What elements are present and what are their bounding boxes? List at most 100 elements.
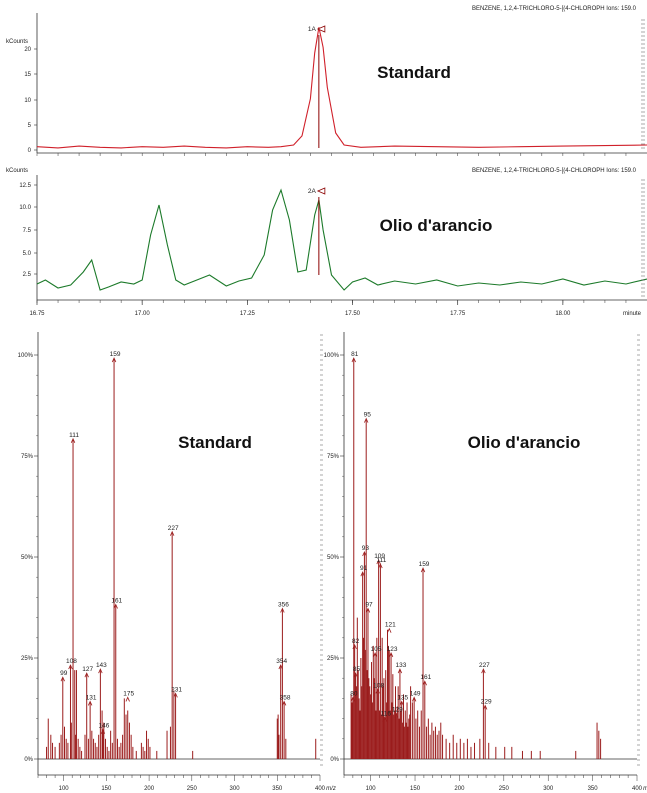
y-tick-label: 10 — [24, 98, 31, 104]
y-tick-label: 75% — [21, 454, 34, 460]
x-tick-label: 350 — [272, 786, 283, 792]
peak-arrow — [169, 530, 175, 536]
y-tick-label: 15 — [24, 72, 31, 78]
x-axis-unit: m/z — [643, 786, 647, 792]
peak-arrow — [364, 417, 369, 423]
peak-label: 123 — [387, 646, 398, 653]
y-tick-label: 10.0 — [19, 205, 31, 211]
x-tick-label: 400 — [315, 786, 326, 792]
x-tick-label: 400 — [632, 786, 643, 792]
series-line — [36, 27, 647, 149]
peak-label: 161 — [420, 674, 431, 681]
peak-arrow — [387, 627, 392, 633]
peak-arrow — [420, 567, 426, 573]
peak-label: 116 — [381, 711, 392, 718]
peak-label: 95 — [364, 412, 372, 419]
peak-arrow — [113, 603, 118, 609]
x-tick-label: 16.75 — [29, 311, 45, 317]
peak-label: 146 — [99, 723, 110, 730]
peak-arrow — [98, 668, 103, 674]
x-tick-label: 300 — [230, 786, 241, 792]
peak-marker-label: 1A — [308, 26, 317, 33]
x-tick-label: 17.25 — [240, 311, 256, 317]
peak-label: 354 — [276, 658, 287, 665]
y-tick-label: 0% — [330, 757, 339, 763]
y-tick-label: 0% — [24, 757, 33, 763]
peak-arrow — [399, 700, 404, 706]
y-tick-label: 5.0 — [23, 251, 32, 257]
peak-arrow — [394, 712, 399, 718]
chart-title: Olio d'arancio — [468, 433, 581, 452]
x-tick-label: 17.00 — [135, 311, 151, 317]
mass-spectrum-olio-arancio: 0%25%50%75%100%100150200250300350400m/z8… — [324, 332, 647, 792]
peak-label: 97 — [365, 602, 373, 609]
peak-arrow — [481, 668, 486, 674]
mass-spectrum-standard: 0% 25% 50% 75% 100% 100 150 200 250 300 350 400 m/z 9… — [18, 332, 336, 792]
peak-label: 111 — [376, 557, 386, 564]
x-tick-label: 100 — [366, 786, 377, 792]
peak-label: 356 — [278, 602, 289, 609]
y-tick-label: 20 — [24, 47, 31, 53]
y-tick-label: 0 — [28, 148, 32, 154]
peak-arrow — [281, 700, 287, 706]
chart-title: Standard — [178, 433, 252, 452]
peak-arrow — [382, 716, 388, 722]
y-tick-label: 100% — [324, 353, 340, 359]
x-tick-label: 100 — [59, 786, 70, 792]
peak-label: 159 — [419, 561, 430, 568]
peak-label: 80 — [350, 690, 358, 697]
peak-label: 109 — [374, 553, 385, 560]
peak-label: 82 — [352, 638, 360, 645]
x-tick-label: 200 — [454, 786, 465, 792]
peak-label: 133 — [396, 662, 407, 669]
x-tick-label: 250 — [499, 786, 510, 792]
peak-arrow — [376, 559, 381, 565]
chart-title: Standard — [377, 63, 451, 82]
peak-marker-label: 2A — [308, 188, 317, 195]
peak-label: 229 — [481, 698, 492, 705]
peak-arrow — [70, 437, 76, 444]
peak-arrow — [278, 664, 283, 670]
chromatogram-olio-arancio: BENZENE, 1,2,4-TRICHLORO-5-[(4-CHLOROPH … — [6, 168, 647, 317]
peak-arrow — [375, 688, 380, 694]
peak-arrow — [388, 651, 394, 658]
peak-arrow — [362, 550, 367, 557]
peak-arrow — [360, 571, 365, 577]
peak-arrow — [411, 696, 417, 702]
x-tick-label: 350 — [588, 786, 599, 792]
peak-label: 111 — [69, 432, 79, 439]
peak-arrow — [351, 357, 356, 363]
peak-label: 175 — [123, 690, 134, 697]
y-tick-label: 5 — [28, 123, 32, 129]
peak-label: 227 — [479, 662, 490, 669]
peak-arrow — [111, 357, 117, 363]
y-axis-label: kCounts — [6, 168, 28, 174]
peak-arrow — [125, 696, 130, 702]
x-tick-label: 18.00 — [555, 311, 571, 317]
peak-label: 121 — [385, 622, 396, 629]
peak-label: 105 — [371, 646, 382, 653]
peak-arrow — [422, 680, 427, 686]
peak-arrow — [280, 607, 285, 613]
y-axis-label: kCounts — [6, 39, 28, 45]
peak-label: 91 — [360, 565, 368, 572]
peak-arrow — [353, 672, 358, 678]
peak-arrow — [483, 704, 488, 710]
peak-label: 159 — [110, 351, 121, 358]
peak-label: 358 — [280, 694, 291, 701]
peak-marker-flag — [316, 187, 326, 195]
peak-arrow — [84, 672, 89, 678]
x-tick-label: 250 — [187, 786, 198, 792]
peak-label: 99 — [60, 670, 68, 677]
peak-arrow — [60, 676, 65, 682]
peak-label: 108 — [66, 658, 77, 665]
x-tick-label: 150 — [101, 786, 112, 792]
series-line — [36, 188, 647, 291]
peak-label: 227 — [168, 525, 179, 532]
peak-label: 231 — [171, 686, 182, 693]
peak-arrow — [372, 651, 378, 658]
x-axis-unit: m/z — [326, 786, 336, 792]
y-tick-label: 100% — [18, 353, 34, 359]
y-tick-label: 2.5 — [23, 272, 32, 278]
x-tick-label: 17.75 — [450, 311, 466, 317]
